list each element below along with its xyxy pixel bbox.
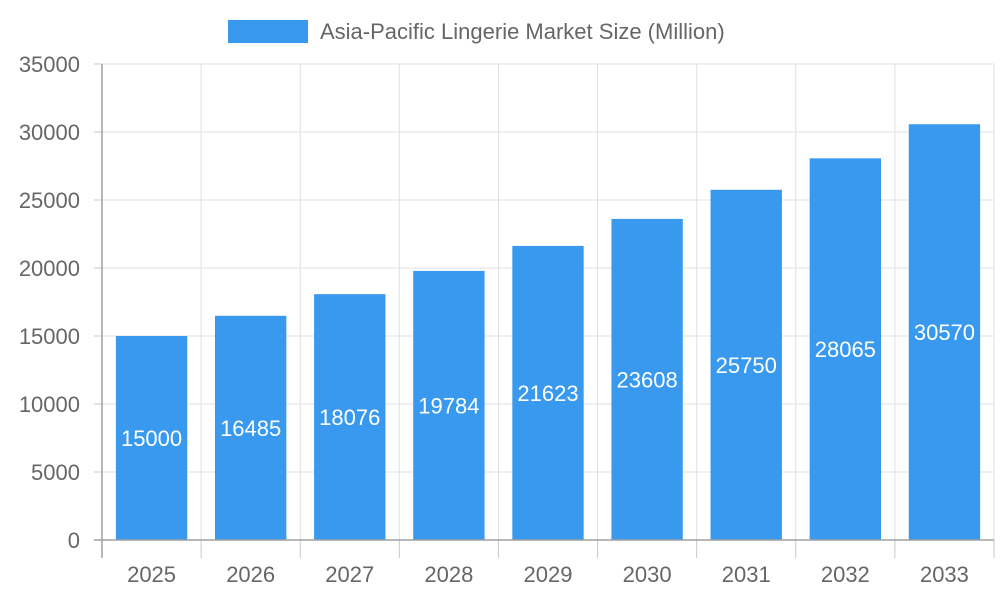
axes [94,64,994,558]
bar-2025[interactable] [115,336,188,540]
bar-value-label: 18076 [319,405,380,430]
bar-2031[interactable] [710,189,782,541]
x-tick-label: 2029 [524,562,573,587]
x-axis-ticks: 2025 2026 2027 2028 2029 2030 2031 2032 2033 [127,562,969,587]
y-tick-label: 30000 [19,120,80,145]
bar-value-label: 30570 [914,320,975,345]
bar-2027[interactable] [314,294,386,540]
bar-2029[interactable] [512,245,584,541]
x-tick-label: 2030 [623,562,672,587]
legend-label: Asia-Pacific Lingerie Market Size (Milli… [320,19,725,44]
y-tick-label: 5000 [31,460,80,485]
x-tick-label: 2028 [424,562,473,587]
bar-value-label: 28065 [815,337,876,362]
bar-value-label: 19784 [418,393,479,418]
y-axis-ticks: 0 5000 10000 15000 20000 25000 30000 35000 [19,52,80,553]
y-tick-label: 15000 [19,324,80,349]
bar-2033[interactable] [908,124,981,541]
legend-swatch [228,20,308,43]
bar-value-label: 23608 [617,367,678,392]
y-tick-label: 25000 [19,188,80,213]
bar-2026[interactable] [214,315,287,540]
y-tick-label: 35000 [19,52,80,77]
bar-2028[interactable] [413,270,485,540]
x-tick-label: 2031 [722,562,771,587]
y-tick-label: 20000 [19,256,80,281]
x-tick-label: 2032 [821,562,870,587]
bar-value-label: 25750 [716,353,777,378]
bar-value-label: 15000 [121,426,182,451]
bars [115,124,981,541]
bar-2032[interactable] [809,158,882,541]
x-tick-label: 2027 [325,562,374,587]
y-tick-label: 10000 [19,392,80,417]
bar-2030[interactable] [611,218,683,540]
x-tick-label: 2026 [226,562,275,587]
x-tick-label: 2033 [920,562,969,587]
bar-value-label: 21623 [517,381,578,406]
y-tick-label: 0 [68,528,80,553]
x-tick-label: 2025 [127,562,176,587]
legend: Asia-Pacific Lingerie Market Size (Milli… [228,19,725,44]
bar-value-label: 16485 [220,416,281,441]
bar-value-labels: 15000 16485 18076 19784 21623 23608 25750 28065… [121,320,975,451]
